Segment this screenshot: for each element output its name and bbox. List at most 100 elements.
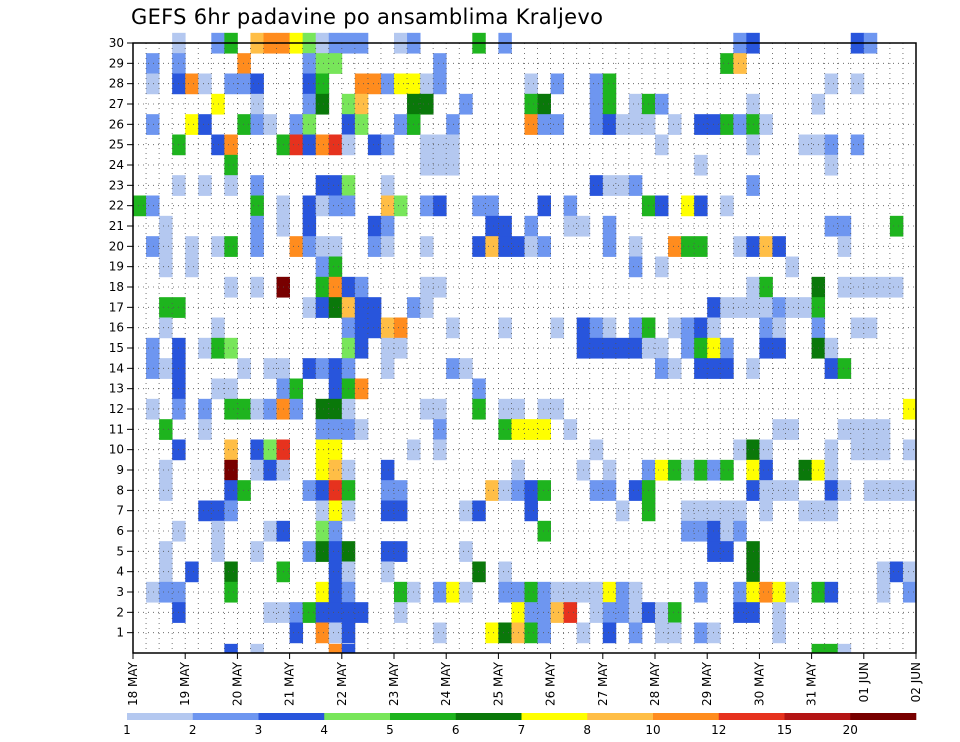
heatmap-cell — [302, 541, 317, 562]
y-tick-label: 12 — [109, 402, 124, 416]
x-tick-label: 19 MAY — [178, 661, 192, 706]
heatmap-cell — [380, 541, 395, 562]
heatmap-cell — [289, 114, 304, 135]
heatmap-cell — [759, 114, 773, 135]
heatmap-cell — [159, 459, 173, 481]
heatmap-cell — [472, 236, 486, 257]
heatmap-cell — [328, 500, 343, 522]
heatmap-cell — [237, 480, 251, 501]
heatmap-cell — [328, 480, 343, 501]
heatmap-cell — [720, 459, 734, 481]
heatmap-cell — [694, 500, 708, 522]
heatmap-cell — [315, 480, 330, 501]
x-tick-label: 25 MAY — [491, 661, 505, 706]
heatmap-cell — [837, 236, 852, 257]
heatmap-cell — [498, 215, 512, 237]
heatmap-cell — [628, 175, 643, 196]
heatmap-cell — [863, 480, 878, 501]
colorbar-tick-label: 7 — [518, 723, 526, 737]
heatmap-cell — [733, 602, 747, 623]
colorbar-swatch — [258, 713, 325, 720]
heatmap-cell — [850, 73, 865, 95]
heatmap-cell — [341, 643, 356, 654]
heatmap-cell — [224, 561, 238, 583]
y-tick-label: 21 — [109, 219, 124, 233]
heatmap-cell — [224, 459, 238, 481]
heatmap-cell — [824, 439, 839, 461]
heatmap-cell — [498, 480, 512, 501]
heatmap-cell — [315, 73, 330, 95]
colorbar-tick-label: 8 — [583, 723, 591, 737]
heatmap-cell — [537, 195, 551, 217]
heatmap-cell — [159, 297, 173, 318]
colorbar-swatch — [324, 713, 391, 720]
heatmap-cell — [498, 317, 512, 339]
y-tick-label: 29 — [109, 56, 124, 70]
heatmap-cell — [772, 480, 786, 501]
heatmap-cell — [720, 297, 734, 318]
heatmap-cell — [185, 561, 199, 583]
heatmap-cell — [798, 500, 812, 522]
y-tick-label: 23 — [109, 178, 124, 192]
heatmap-cell — [694, 459, 708, 481]
heatmap-cell — [315, 459, 330, 481]
heatmap-cell — [772, 337, 786, 359]
y-tick-label: 3 — [116, 585, 124, 599]
heatmap-cell — [759, 480, 773, 501]
heatmap-cell — [694, 317, 708, 339]
heatmap-cell — [472, 561, 486, 583]
heatmap-cell — [237, 53, 251, 74]
heatmap-cell — [315, 541, 330, 562]
colorbar-swatch — [784, 713, 851, 720]
heatmap-cell — [446, 317, 460, 339]
heatmap-cell — [837, 643, 852, 654]
heatmap-cell — [380, 561, 395, 583]
heatmap-cell — [159, 317, 173, 339]
heatmap-cell — [850, 134, 865, 156]
heatmap-cell — [772, 581, 786, 603]
heatmap-cell — [263, 358, 277, 379]
heatmap-cell — [315, 358, 330, 379]
heatmap-cell — [224, 581, 238, 603]
heatmap-cell — [315, 236, 330, 257]
colorbar-tick-label: 4 — [320, 723, 328, 737]
x-tick-label: 28 MAY — [648, 661, 662, 706]
heatmap-cell — [863, 276, 878, 298]
heatmap-cell — [472, 378, 486, 400]
y-tick-label: 10 — [109, 443, 124, 457]
heatmap-cell — [159, 561, 173, 583]
heatmap-cell — [694, 581, 708, 603]
heatmap-cell — [328, 561, 343, 583]
heatmap-cell — [446, 114, 460, 135]
heatmap-cell — [589, 175, 604, 196]
heatmap-cell — [380, 236, 395, 257]
heatmap-cell — [628, 114, 643, 135]
heatmap-cell — [459, 93, 473, 115]
heatmap-cell — [433, 581, 447, 603]
gridlines — [133, 42, 916, 653]
heatmap-cell — [289, 378, 304, 400]
heatmap-cell — [354, 419, 369, 440]
x-tick-label: 23 MAY — [387, 661, 401, 706]
heatmap-cell — [694, 114, 708, 135]
colorbar-swatch — [390, 713, 457, 720]
heatmap-cell — [237, 398, 251, 420]
heatmap-cell — [289, 398, 304, 420]
heatmap-cell — [563, 195, 578, 217]
heatmap-cell — [602, 622, 617, 644]
heatmap-cell — [681, 195, 695, 217]
colorbar-swatch — [192, 713, 259, 720]
heatmap-cell — [850, 276, 865, 298]
heatmap-cell — [367, 134, 382, 156]
heatmap-cell — [237, 358, 251, 379]
heatmap-cell — [224, 500, 238, 522]
heatmap-cell — [759, 581, 773, 603]
heatmap-cell — [602, 317, 617, 339]
heatmap-cell — [367, 317, 382, 339]
heatmap-cell — [263, 602, 277, 623]
heatmap-cell — [133, 195, 147, 217]
y-tick-label: 8 — [116, 483, 124, 497]
heatmap-cell — [354, 297, 369, 318]
heatmap-cell — [472, 500, 486, 522]
heatmap-cell — [250, 175, 264, 196]
